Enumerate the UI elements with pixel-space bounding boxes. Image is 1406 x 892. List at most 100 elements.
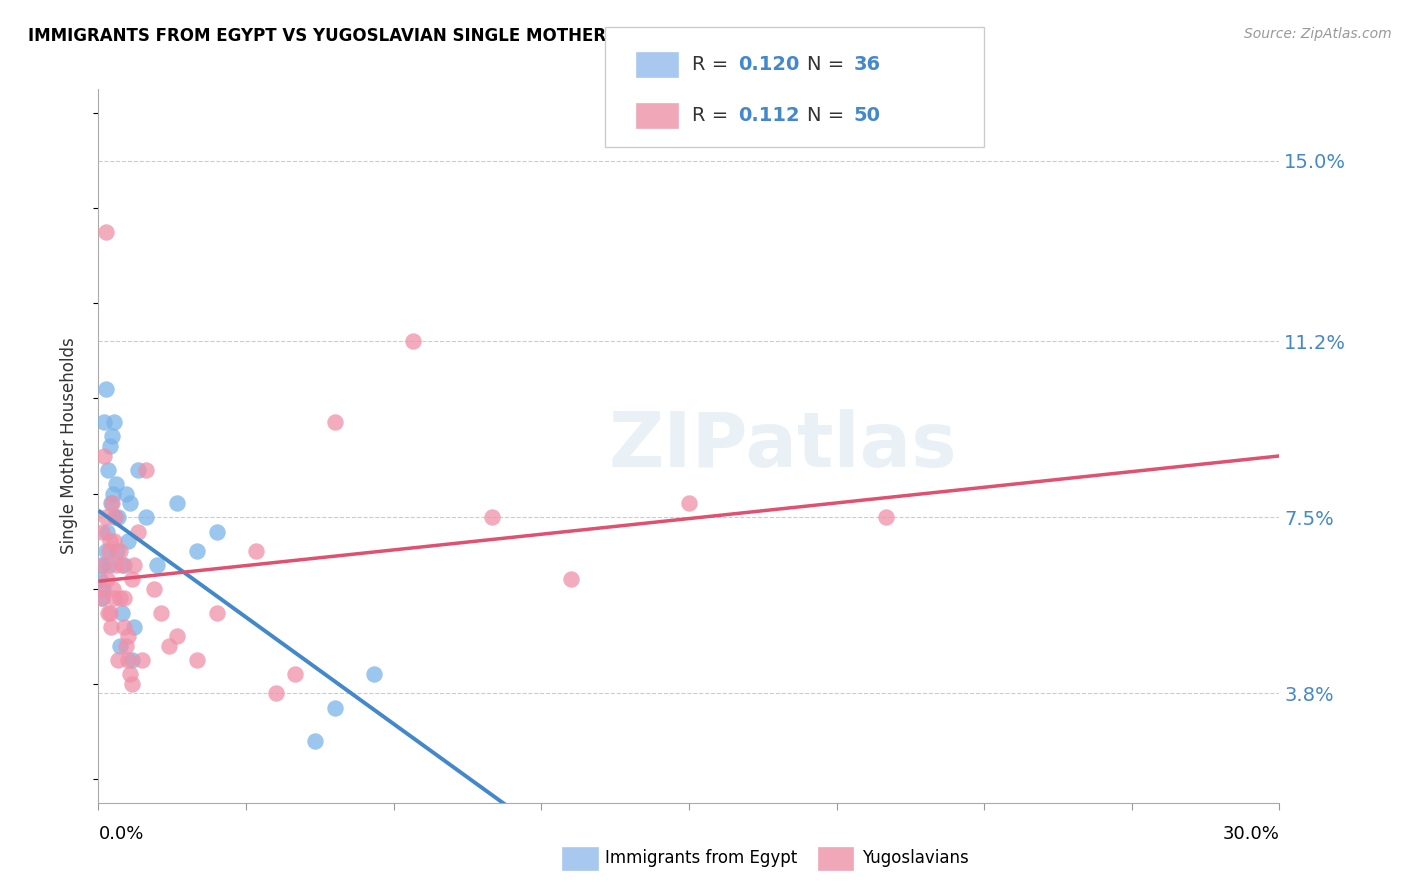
- Point: [100, 620, 122, 634]
- Point: [90, 591, 112, 606]
- Point: [146, 558, 169, 572]
- Point: [205, 606, 228, 620]
- Point: [111, 606, 134, 620]
- Point: [103, 591, 125, 606]
- Text: 0.120: 0.120: [738, 55, 800, 74]
- Point: [135, 510, 157, 524]
- Point: [93, 415, 115, 429]
- Point: [103, 486, 125, 500]
- Point: [94, 382, 117, 396]
- Point: [205, 524, 228, 539]
- Point: [117, 653, 139, 667]
- Point: [363, 667, 385, 681]
- Point: [157, 639, 180, 653]
- Point: [112, 591, 135, 606]
- Point: [481, 510, 503, 524]
- Point: [402, 334, 425, 349]
- Point: [90, 591, 112, 606]
- Point: [112, 558, 135, 572]
- Point: [122, 620, 145, 634]
- Point: [103, 582, 125, 596]
- Point: [103, 534, 125, 549]
- Point: [117, 534, 139, 549]
- Point: [89, 582, 111, 596]
- Point: [127, 524, 149, 539]
- Point: [117, 629, 139, 643]
- Point: [98, 606, 121, 620]
- Point: [284, 667, 307, 681]
- Point: [97, 463, 120, 477]
- Y-axis label: Single Mother Households: Single Mother Households: [59, 338, 77, 554]
- Point: [104, 510, 127, 524]
- Point: [121, 572, 143, 586]
- Text: N =: N =: [807, 55, 851, 74]
- Point: [323, 700, 346, 714]
- Point: [93, 449, 115, 463]
- Point: [96, 225, 118, 239]
- Point: [264, 686, 287, 700]
- Point: [94, 510, 117, 524]
- Point: [108, 543, 131, 558]
- Point: [115, 486, 138, 500]
- Point: [105, 543, 128, 558]
- Text: R =: R =: [692, 106, 734, 125]
- Text: R =: R =: [692, 55, 734, 74]
- Point: [91, 558, 114, 572]
- Point: [166, 496, 188, 510]
- Point: [150, 606, 173, 620]
- Text: ZIPatlas: ZIPatlas: [609, 409, 957, 483]
- Point: [105, 558, 128, 572]
- Point: [121, 653, 143, 667]
- Point: [91, 582, 114, 596]
- Point: [323, 415, 346, 429]
- Point: [304, 734, 326, 748]
- Point: [560, 572, 582, 586]
- Point: [186, 543, 208, 558]
- Point: [127, 463, 149, 477]
- Point: [166, 629, 188, 643]
- Point: [101, 496, 124, 510]
- Point: [111, 558, 134, 572]
- Point: [100, 496, 122, 510]
- Point: [96, 572, 118, 586]
- Point: [118, 496, 141, 510]
- Point: [121, 677, 143, 691]
- Text: 50: 50: [853, 106, 880, 125]
- Point: [98, 534, 121, 549]
- Point: [875, 510, 897, 524]
- Point: [108, 639, 131, 653]
- Point: [98, 543, 121, 558]
- Point: [105, 477, 128, 491]
- Point: [91, 524, 114, 539]
- Text: 0.0%: 0.0%: [98, 825, 143, 843]
- Point: [89, 572, 111, 586]
- Point: [131, 653, 153, 667]
- Text: 30.0%: 30.0%: [1223, 825, 1279, 843]
- Point: [115, 639, 138, 653]
- Point: [107, 653, 129, 667]
- Point: [122, 558, 145, 572]
- Point: [98, 439, 121, 453]
- Point: [108, 591, 131, 606]
- Point: [112, 620, 135, 634]
- Point: [98, 558, 121, 572]
- Text: 0.112: 0.112: [738, 106, 800, 125]
- Point: [91, 558, 114, 572]
- Point: [245, 543, 267, 558]
- Text: IMMIGRANTS FROM EGYPT VS YUGOSLAVIAN SINGLE MOTHER HOUSEHOLDS CORRELATION CHART: IMMIGRANTS FROM EGYPT VS YUGOSLAVIAN SIN…: [28, 27, 946, 45]
- Point: [186, 653, 208, 667]
- Point: [96, 543, 118, 558]
- Point: [103, 415, 125, 429]
- Point: [96, 524, 118, 539]
- Text: Source: ZipAtlas.com: Source: ZipAtlas.com: [1244, 27, 1392, 41]
- Text: Immigrants from Egypt: Immigrants from Egypt: [605, 849, 797, 867]
- Point: [118, 667, 141, 681]
- Point: [101, 429, 124, 443]
- Text: 36: 36: [853, 55, 880, 74]
- Point: [97, 606, 120, 620]
- Point: [104, 510, 127, 524]
- Point: [142, 582, 165, 596]
- Point: [107, 510, 129, 524]
- Point: [135, 463, 157, 477]
- Text: Yugoslavians: Yugoslavians: [862, 849, 969, 867]
